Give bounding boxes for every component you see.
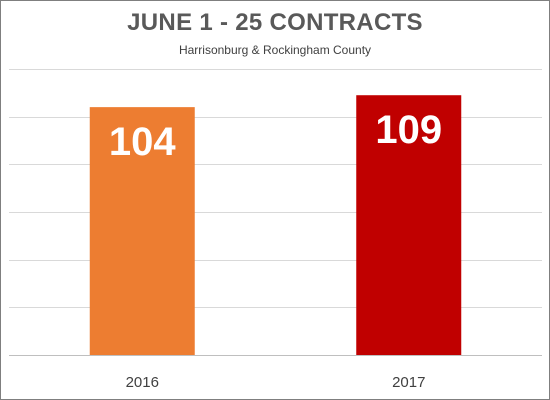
data-label-2016: 104 — [109, 120, 176, 164]
bar-2016 — [89, 107, 195, 355]
x-tick-label-2017: 2017 — [392, 374, 425, 391]
chart-subtitle: Harrisonburg & Rockingham County — [178, 43, 372, 57]
bar-2017 — [356, 95, 462, 355]
x-tick-label-2016: 2016 — [126, 374, 159, 391]
data-label-2017: 109 — [375, 108, 442, 152]
chart-title: JUNE 1 - 25 CONTRACTS — [127, 9, 423, 36]
